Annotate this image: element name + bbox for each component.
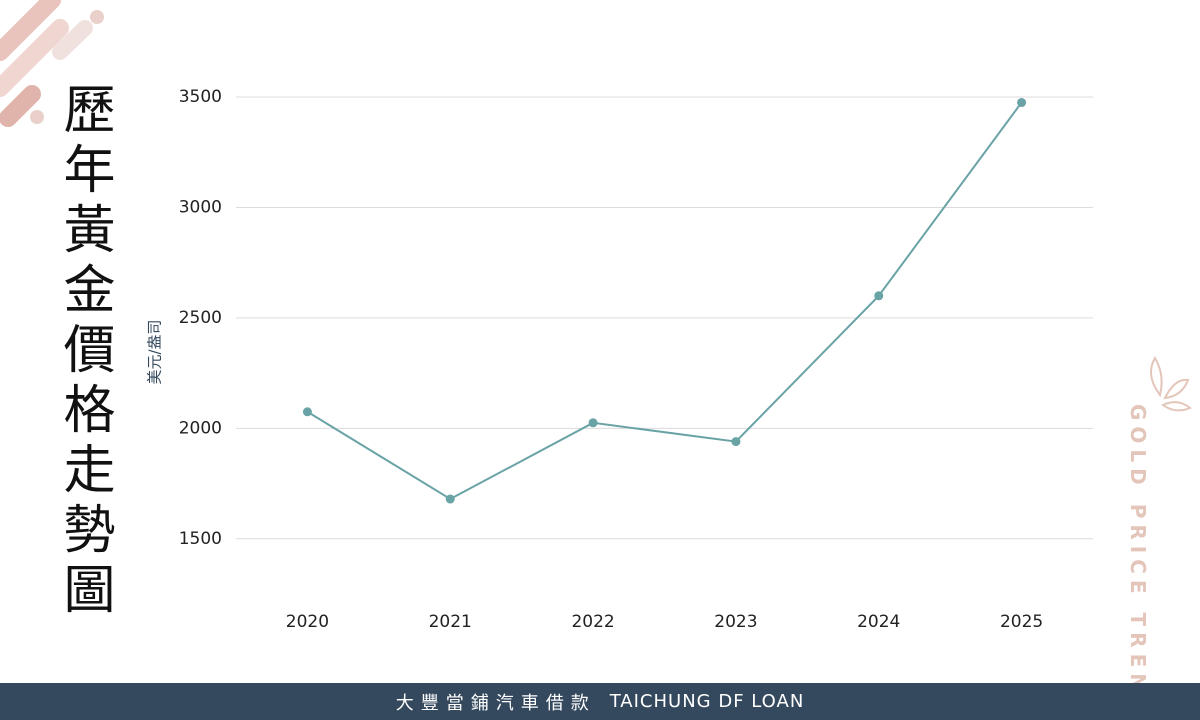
deco-leaf <box>1163 378 1190 400</box>
x-tick-label: 2021 <box>429 612 472 632</box>
data-point <box>1017 98 1027 108</box>
deco-dot <box>90 10 104 24</box>
footer-brand: 大豐當鋪汽車借款 <box>395 692 596 714</box>
footer-name: TAICHUNG DF LOAN <box>609 691 805 712</box>
deco-leaf <box>1150 356 1163 398</box>
deco-leaf <box>1161 401 1192 412</box>
y-tick-label: 2000 <box>179 418 222 438</box>
data-point <box>731 437 741 447</box>
deco-stroke <box>0 0 61 61</box>
x-tick-label: 2020 <box>286 612 329 632</box>
series-line <box>306 101 1023 501</box>
deco-stroke <box>0 19 69 97</box>
data-point <box>588 418 598 428</box>
y-tick-label: 3000 <box>179 197 222 217</box>
data-point <box>874 291 884 301</box>
y-tick-label: 3500 <box>179 87 222 107</box>
x-tick-label: 2025 <box>1000 612 1043 632</box>
data-point <box>445 494 455 504</box>
x-tick-label: 2023 <box>714 612 757 632</box>
decoration <box>0 0 1192 412</box>
y-axis-label: 美元/盎司 <box>146 319 164 384</box>
side-label: GOLD PRICE TREND <box>1126 404 1150 719</box>
deco-dot <box>30 110 44 124</box>
y-tick-label: 1500 <box>179 529 222 549</box>
footer: 大豐當鋪汽車借款 TAICHUNG DF LOAN <box>0 683 1200 720</box>
x-tick-label: 2022 <box>571 612 614 632</box>
y-tick-label: 2500 <box>179 308 222 328</box>
x-tick-label: 2024 <box>857 612 900 632</box>
data-point <box>302 407 312 417</box>
chart-title: 歷年黃金價格走勢圖 <box>54 82 114 622</box>
deco-stroke <box>52 20 93 60</box>
deco-stroke <box>0 85 41 127</box>
